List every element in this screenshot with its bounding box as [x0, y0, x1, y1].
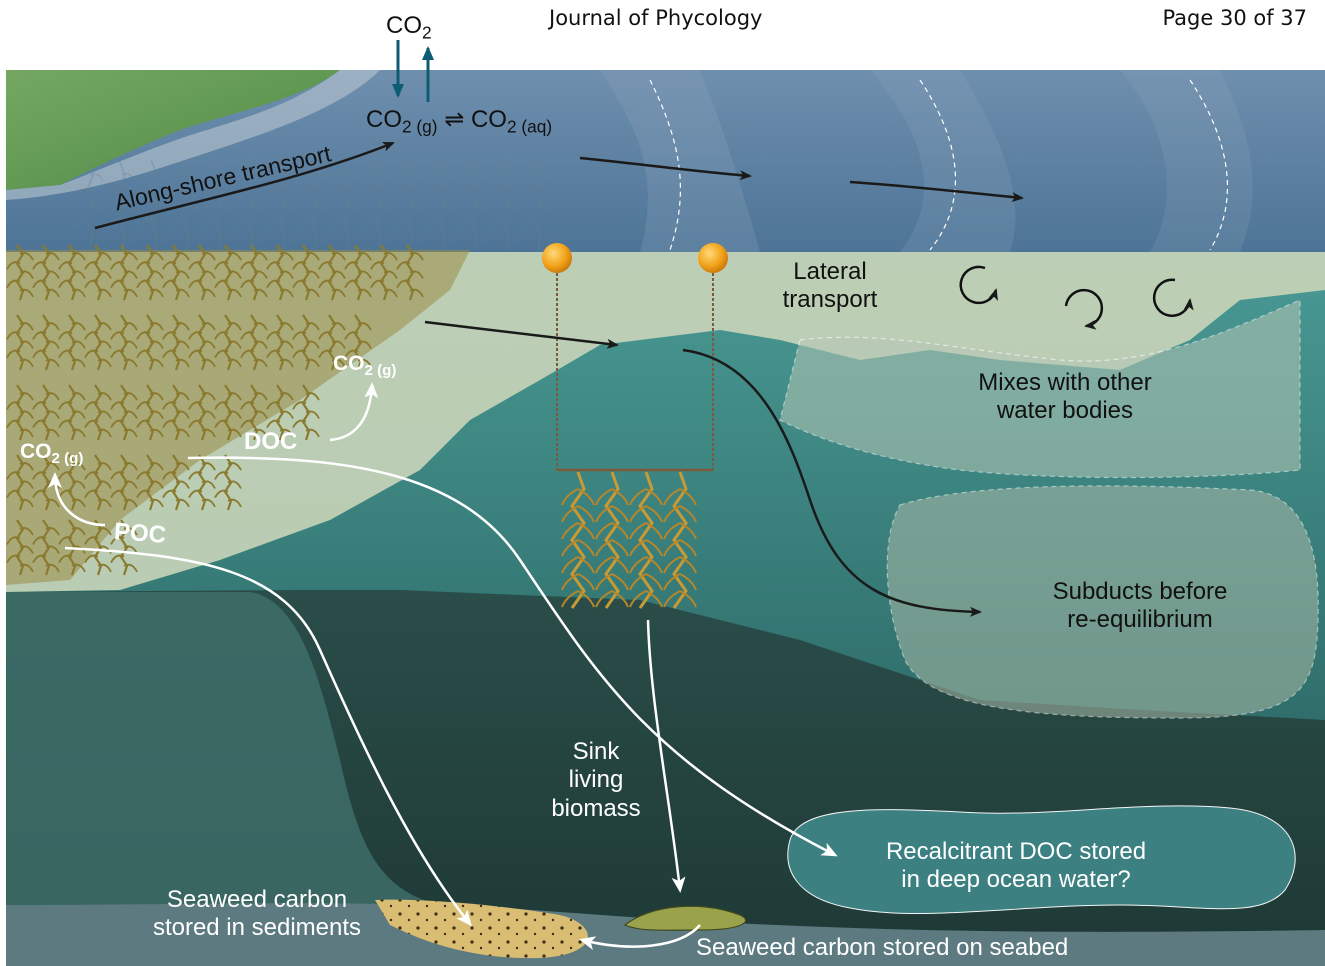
doc-label: DOC: [244, 428, 298, 455]
buoy-left: [542, 243, 572, 273]
co2-equilibrium-label: CO2 (g) ⇌ CO2 (aq): [366, 106, 553, 137]
sink-biomass-label: Sink living biomass: [551, 738, 641, 822]
seaweed-farm-stalks: [6, 244, 424, 576]
recalcitrant-doc-pool: [787, 805, 1296, 915]
wave-band: [870, 70, 1016, 252]
mixing-plume: [779, 299, 1301, 479]
wave-band: [600, 70, 760, 252]
sediment-deposit: [375, 899, 588, 959]
journal-title: Journal of Phycology: [549, 6, 763, 30]
along-shore-arrow: [94, 141, 395, 230]
eddy-icon: [959, 265, 998, 305]
co2-atmosphere-label: CO2: [386, 12, 432, 43]
shore-shallows: [6, 70, 380, 200]
eddy-icon: [1152, 278, 1194, 317]
offshore-kelp: [561, 471, 697, 609]
page-number: Page 30 of 37: [1162, 6, 1307, 30]
seaweed-farm-surface: [76, 159, 552, 251]
poc-to-sediment-arrow: [64, 546, 472, 927]
subducts-label: Subducts before re-equilibrium: [1052, 578, 1228, 634]
seabed-to-sediment-arrow: [579, 924, 701, 950]
continental-slope: [6, 592, 440, 905]
doc-to-deep-arrow: [187, 456, 838, 857]
shore-land: [6, 70, 340, 190]
subducting-water: [886, 485, 1319, 719]
seabed: [6, 903, 1325, 966]
sinking-biomass-arrow: [646, 619, 686, 893]
poc-outgassing-arrow: [48, 472, 106, 527]
surface-water: [6, 70, 1325, 252]
co2g-upper-label: CO2 (g): [333, 352, 397, 379]
lateral-transport-label: Lateral transport: [782, 258, 878, 314]
doc-outgassing-arrow: [329, 382, 379, 442]
lateral-transport-arrow: [424, 320, 619, 349]
poc-label: POC: [113, 518, 167, 549]
buoy-right: [698, 243, 728, 273]
wave-band: [1120, 70, 1253, 252]
eddy-icon: [1064, 288, 1104, 330]
seabed-label: Seaweed carbon stored on seabed: [696, 934, 1069, 961]
co2g-lower-label: CO2 (g): [20, 440, 84, 467]
front-line: [649, 79, 682, 251]
recalcitrant-doc-label: Recalcitrant DOC stored in deep ocean wat…: [885, 838, 1147, 894]
mixes-label: Mixes with other water bodies: [978, 369, 1152, 425]
surface-flow-arrow-1: [579, 156, 752, 181]
seabed-seaweed-pile: [623, 905, 747, 931]
subduction-arrow: [682, 348, 982, 617]
surface-flow-arrow-2: [849, 180, 1024, 203]
sediments-label: Seaweed carbon stored in sediments: [152, 886, 362, 942]
